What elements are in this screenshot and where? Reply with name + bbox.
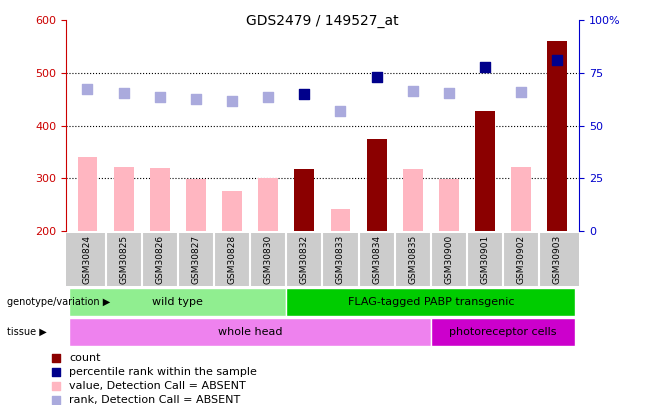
Bar — [367, 139, 387, 231]
Text: GSM30902: GSM30902 — [517, 234, 526, 284]
Bar — [69, 318, 431, 346]
Text: GSM30825: GSM30825 — [119, 234, 128, 284]
Text: GSM30903: GSM30903 — [553, 234, 562, 284]
Point — [443, 90, 454, 96]
Text: GSM30824: GSM30824 — [83, 235, 92, 284]
Text: GSM30833: GSM30833 — [336, 234, 345, 284]
Bar — [78, 157, 97, 231]
Point — [191, 96, 201, 102]
Point — [335, 108, 345, 114]
Point — [552, 57, 563, 63]
Text: tissue ▶: tissue ▶ — [7, 327, 46, 337]
Point — [263, 94, 274, 100]
Text: count: count — [69, 353, 101, 363]
Point — [227, 98, 238, 104]
Bar — [222, 192, 242, 231]
Text: wild type: wild type — [153, 297, 203, 307]
Point — [516, 89, 526, 95]
Bar — [150, 168, 170, 231]
Text: FLAG-tagged PABP transgenic: FLAG-tagged PABP transgenic — [347, 297, 514, 307]
Text: GSM30834: GSM30834 — [372, 234, 381, 284]
Bar — [186, 179, 206, 231]
Bar — [286, 288, 576, 316]
Bar — [547, 41, 567, 231]
Text: GSM30827: GSM30827 — [191, 234, 201, 284]
Text: GSM30832: GSM30832 — [300, 234, 309, 284]
Bar — [258, 178, 278, 231]
Text: percentile rank within the sample: percentile rank within the sample — [69, 367, 257, 377]
Text: GSM30826: GSM30826 — [155, 234, 164, 284]
Point — [155, 94, 165, 100]
Bar — [511, 166, 531, 231]
Point — [371, 74, 382, 80]
Bar — [69, 288, 286, 316]
Text: photoreceptor cells: photoreceptor cells — [449, 327, 557, 337]
Bar — [114, 166, 134, 231]
Text: GSM30835: GSM30835 — [408, 234, 417, 284]
Point — [82, 85, 93, 92]
Text: GSM30828: GSM30828 — [228, 234, 237, 284]
Point — [407, 88, 418, 95]
Bar — [330, 209, 351, 231]
Text: whole head: whole head — [218, 327, 282, 337]
Text: GDS2479 / 149527_at: GDS2479 / 149527_at — [246, 14, 399, 28]
Point — [480, 63, 490, 70]
Text: genotype/variation ▶: genotype/variation ▶ — [7, 297, 110, 307]
Text: GSM30830: GSM30830 — [264, 234, 272, 284]
Bar — [431, 318, 576, 346]
Text: rank, Detection Call = ABSENT: rank, Detection Call = ABSENT — [69, 395, 240, 405]
Bar — [439, 179, 459, 231]
Text: GSM30901: GSM30901 — [480, 234, 490, 284]
Bar — [403, 169, 422, 231]
Point — [299, 91, 310, 97]
Text: value, Detection Call = ABSENT: value, Detection Call = ABSENT — [69, 381, 246, 391]
Point — [118, 90, 129, 96]
Bar — [475, 111, 495, 231]
Bar — [294, 169, 315, 231]
Text: GSM30900: GSM30900 — [444, 234, 453, 284]
